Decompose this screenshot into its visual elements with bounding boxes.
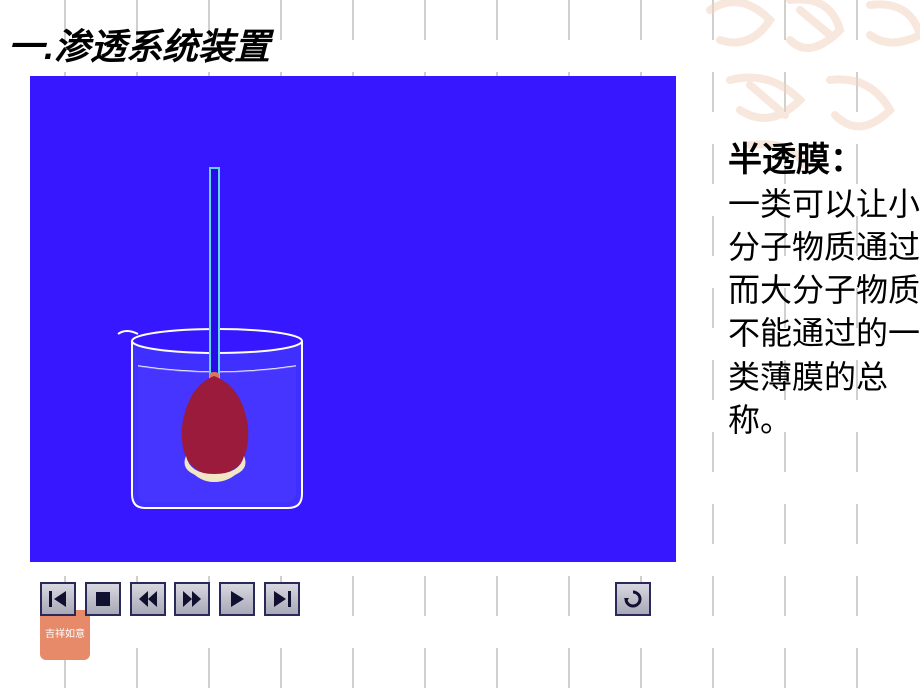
- animation-frame: [30, 76, 676, 562]
- stop-icon: [92, 588, 114, 610]
- slide-title: 一.渗透系统装置: [8, 18, 270, 70]
- stop-button[interactable]: [85, 582, 121, 616]
- fast-forward-button[interactable]: [174, 582, 210, 616]
- skip-end-icon: [271, 588, 293, 610]
- media-controls: [30, 582, 676, 620]
- replay-icon: [622, 588, 644, 610]
- skip-end-button[interactable]: [264, 582, 300, 616]
- play-button[interactable]: [219, 582, 255, 616]
- definition-heading: 半透膜：: [728, 140, 920, 181]
- skip-start-button[interactable]: [40, 582, 76, 616]
- replay-button[interactable]: [615, 582, 651, 616]
- fast-forward-icon: [181, 588, 203, 610]
- skip-start-icon: [47, 588, 69, 610]
- definition-body: 一类可以让小分子物质通过而大分子物质不能通过的一类薄膜的总称。: [728, 183, 920, 442]
- play-icon: [226, 588, 248, 610]
- rewind-button[interactable]: [130, 582, 166, 616]
- osmosis-illustration: [30, 76, 676, 562]
- rewind-icon: [137, 588, 159, 610]
- definition-panel: 半透膜： 一类可以让小分子物质通过而大分子物质不能通过的一类薄膜的总称。: [728, 140, 920, 442]
